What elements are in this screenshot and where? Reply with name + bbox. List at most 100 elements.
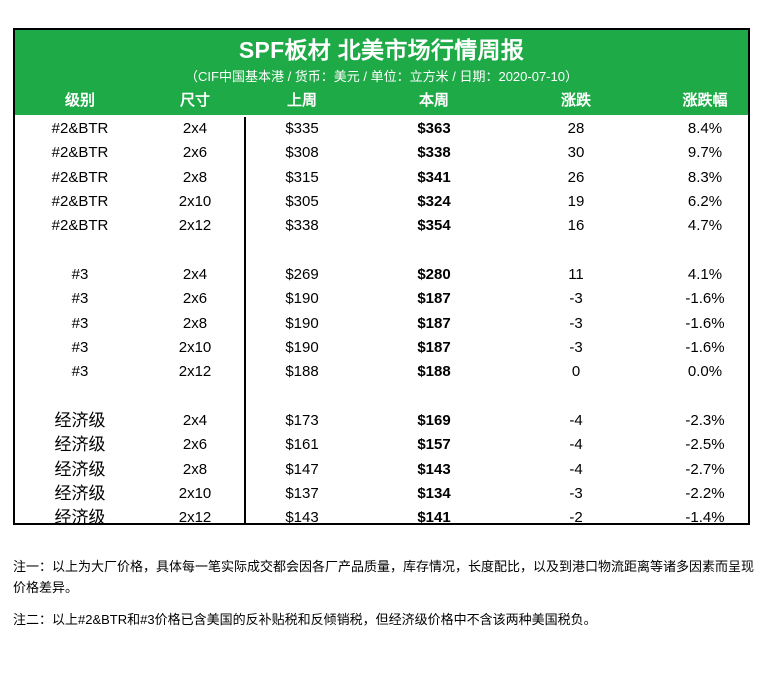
table-row: #3 2x8 $190 $187 -3 -1.6% [15, 312, 748, 336]
cell-grade: #3 [71, 290, 89, 308]
column-divider [244, 117, 246, 523]
table-row: #2&BTR 2x10 $305 $324 19 6.2% [15, 190, 748, 214]
table-row: 经济级 2x8 $147 $143 -4 -2.7% [15, 458, 748, 482]
cell-change-pct: 8.3% [687, 168, 723, 186]
cell-change: 19 [567, 192, 585, 210]
cell-last-week: $188 [285, 363, 319, 380]
cell-change-pct: 4.1% [687, 266, 723, 283]
table-row: #2&BTR 2x12 $338 $354 16 4.7% [15, 214, 748, 238]
cell-size: 2x6 [182, 290, 208, 308]
table-row: 经济级 2x12 $143 $141 -2 -1.4% [15, 506, 748, 530]
cell-last-week: $137 [285, 484, 319, 502]
cell-change-pct: -1.6% [685, 314, 725, 332]
cell-size: 2x8 [182, 168, 208, 186]
table-row: #3 2x12 $188 $188 0 0.0% [15, 360, 748, 384]
cell-grade: 经济级 [54, 483, 106, 503]
cell-this-week: $134 [417, 484, 451, 502]
cell-change-pct: -1.6% [685, 338, 725, 356]
cell-change-pct: -2.7% [685, 460, 725, 478]
cell-change-pct: -1.4% [685, 509, 725, 526]
cell-size: 2x12 [178, 217, 212, 234]
cell-change-pct: -1.6% [685, 290, 725, 308]
cell-change: 28 [567, 120, 585, 137]
cell-change-pct: -2.5% [685, 436, 725, 454]
cell-grade: #2&BTR [51, 192, 109, 210]
cell-this-week: $157 [417, 436, 451, 454]
cell-last-week: $269 [285, 266, 319, 283]
table-subtitle: （CIF中国基本港 / 货币：美元 / 单位：立方米 / 日期：2020-07-… [185, 69, 578, 84]
cell-size: 2x10 [178, 192, 212, 210]
cell-grade: #3 [71, 266, 89, 283]
cell-last-week: $308 [285, 144, 319, 162]
cell-this-week: $338 [417, 144, 451, 162]
cell-change-pct: 6.2% [687, 192, 723, 210]
cell-grade: 经济级 [54, 508, 106, 527]
cell-last-week: $147 [285, 460, 319, 478]
cell-change: -3 [569, 338, 583, 356]
table-row: #3 2x4 $269 $280 11 4.1% [15, 263, 748, 287]
cell-size: 2x4 [182, 120, 208, 137]
cell-last-week: $173 [285, 412, 319, 429]
table-body: #2&BTR 2x4 $335 $363 28 8.4% #2&BTR 2x6 $308 $338… [15, 117, 748, 527]
column-header-change: 涨跌 [560, 92, 591, 109]
cell-this-week: $324 [417, 192, 451, 210]
cell-last-week: $190 [285, 314, 319, 332]
cell-change: 16 [567, 217, 585, 234]
cell-this-week: $341 [417, 168, 451, 186]
cell-last-week: $190 [285, 290, 319, 308]
cell-size: 2x6 [182, 436, 208, 454]
table-row: #2&BTR 2x8 $315 $341 26 8.3% [15, 166, 748, 190]
cell-grade: #2&BTR [51, 144, 109, 162]
cell-change: -3 [569, 314, 583, 332]
cell-size: 2x10 [178, 338, 212, 356]
cell-size: 2x4 [182, 412, 208, 429]
cell-grade: #2&BTR [51, 217, 109, 234]
cell-change: -3 [569, 290, 583, 308]
cell-last-week: $143 [285, 509, 319, 526]
cell-this-week: $169 [417, 412, 451, 429]
cell-change: -4 [569, 436, 583, 454]
cell-size: 2x6 [182, 144, 208, 162]
cell-size: 2x10 [178, 484, 212, 502]
cell-change-pct: 8.4% [687, 120, 723, 137]
cell-this-week: $187 [417, 338, 451, 356]
column-header-grade: 级别 [64, 92, 95, 109]
cell-this-week: $187 [417, 314, 451, 332]
cell-change: -3 [569, 484, 583, 502]
cell-size: 2x8 [182, 314, 208, 332]
table-row: 经济级 2x10 $137 $134 -3 -2.2% [15, 482, 748, 506]
cell-change: 0 [571, 363, 581, 380]
cell-last-week: $305 [285, 192, 319, 210]
table-row: 经济级 2x6 $161 $157 -4 -2.5% [15, 433, 748, 457]
cell-grade: #2&BTR [51, 168, 109, 186]
column-header-change-pct: 涨跌幅 [682, 92, 728, 109]
cell-this-week: $354 [417, 217, 451, 234]
table-title: SPF板材 北美市场行情周报 [238, 37, 525, 63]
cell-change-pct: -2.2% [685, 484, 725, 502]
cell-size: 2x8 [182, 460, 208, 478]
cell-this-week: $280 [417, 266, 451, 283]
cell-last-week: $335 [285, 120, 319, 137]
cell-grade: 经济级 [54, 411, 106, 430]
column-header-this-week: 本周 [418, 92, 449, 109]
price-table: SPF板材 北美市场行情周报 （CIF中国基本港 / 货币：美元 / 单位：立方… [13, 28, 750, 527]
cell-change: 26 [567, 168, 585, 186]
cell-grade: #3 [71, 363, 89, 380]
cell-change-pct: -2.3% [685, 412, 725, 429]
cell-grade: 经济级 [54, 459, 106, 479]
note-1: 注一：以上为大厂价格，具体每一笔实际成交都会因各厂产品质量，库存情况，长度配比，… [13, 559, 755, 595]
cell-this-week: $363 [417, 120, 451, 137]
cell-size: 2x4 [182, 266, 208, 283]
note-2: 注二：以上#2&BTR和#3价格已含美国的反补贴税和反倾销税，但经济级价格中不含… [13, 612, 597, 627]
cell-last-week: $338 [285, 217, 319, 234]
table-row: 经济级 2x4 $173 $169 -4 -2.3% [15, 409, 748, 433]
cell-last-week: $190 [285, 338, 319, 356]
cell-change-pct: 0.0% [687, 363, 723, 380]
table-row: #2&BTR 2x4 $335 $363 28 8.4% [15, 117, 748, 141]
cell-grade: #3 [71, 314, 89, 332]
cell-size: 2x12 [178, 509, 212, 526]
table-row: #3 2x10 $190 $187 -3 -1.6% [15, 336, 748, 360]
cell-last-week: $161 [285, 436, 319, 454]
cell-size: 2x12 [178, 363, 212, 380]
table-row: #2&BTR 2x6 $308 $338 30 9.7% [15, 141, 748, 165]
